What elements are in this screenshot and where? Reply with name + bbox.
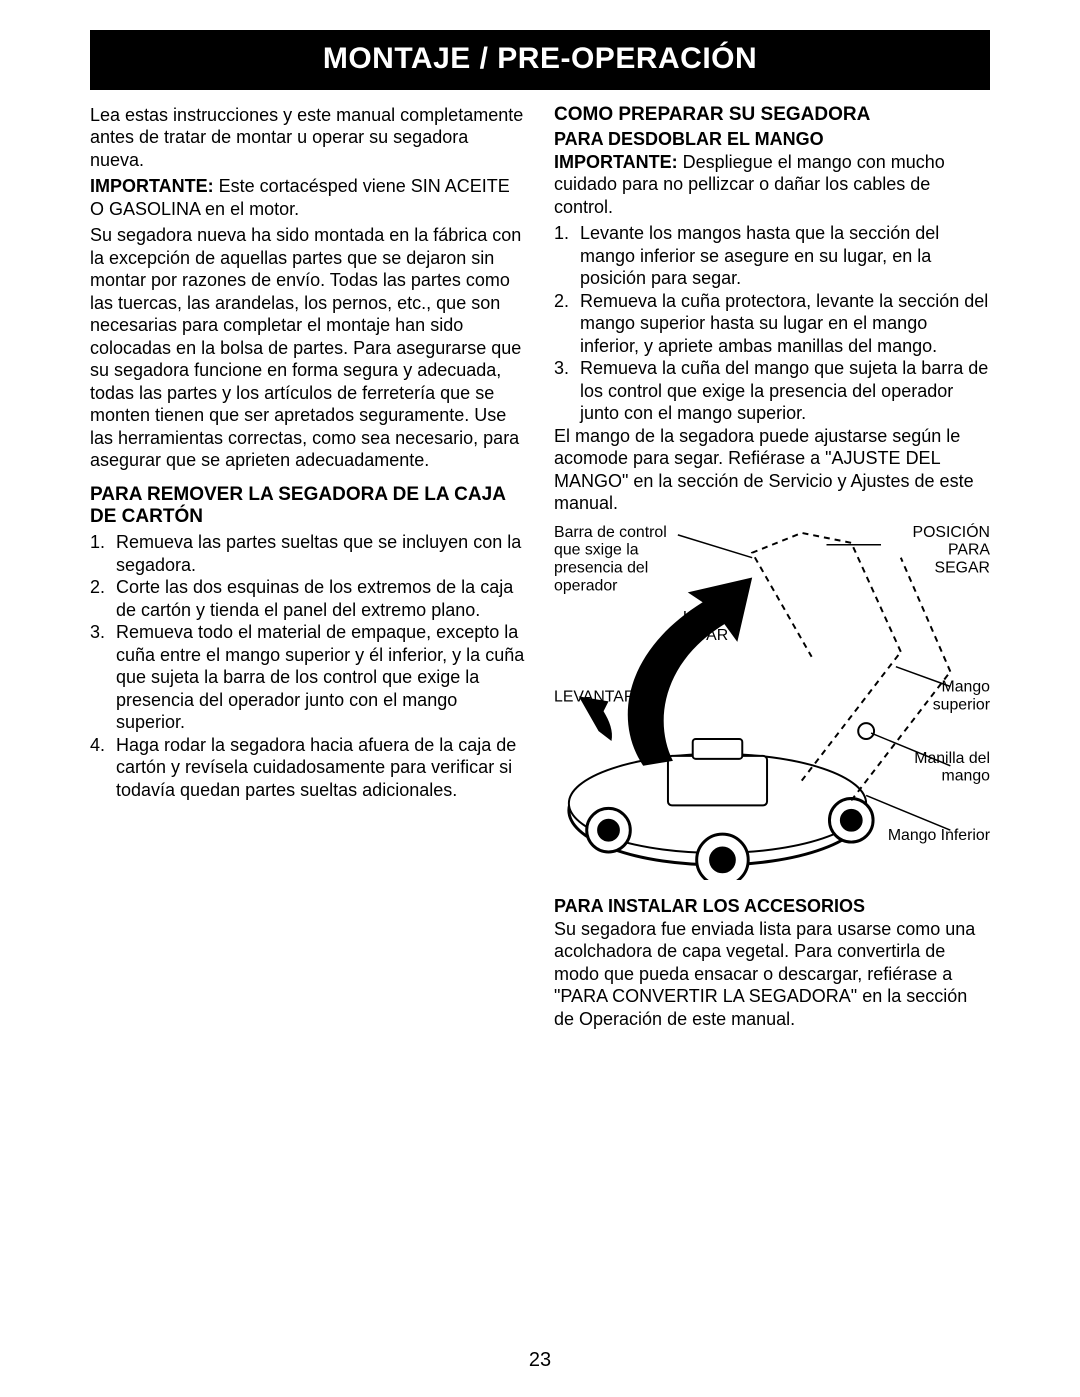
list-number: 3.: [90, 621, 116, 734]
list-text: Remueva las partes sueltas que se incluy…: [116, 531, 526, 576]
importante-paragraph: IMPORTANTE: Este cortacésped viene SIN A…: [90, 175, 526, 220]
list-text: Remueva la cuña del mango que sujeta la …: [580, 357, 990, 425]
list-number: 1.: [90, 531, 116, 576]
importante-paragraph-2: IMPORTANTE: Despliegue el mango con much…: [554, 151, 990, 219]
after-list-paragraph: El mango de la segadora puede ajustarse …: [554, 425, 990, 515]
body-paragraph: Su segadora nueva ha sido montada en la …: [90, 224, 526, 472]
list-item: 2.Corte las dos esquinas de los extremos…: [90, 576, 526, 621]
diagram-label-upper: superior: [933, 696, 990, 713]
left-column: Lea estas instrucciones y este manual co…: [90, 104, 526, 1035]
list-text: Levante los mangos hasta que la sección …: [580, 222, 990, 290]
list-item: 1.Remueva las partes sueltas que se incl…: [90, 531, 526, 576]
list-number: 4.: [90, 734, 116, 802]
page-number: 23: [0, 1348, 1080, 1373]
remove-heading: PARA REMOVER LA SEGADORA DE LA CAJA DE C…: [90, 484, 526, 530]
section-title: MONTAJE / PRE-OPERACIÓN: [323, 42, 757, 75]
list-item: 3.Remueva todo el material de empaque, e…: [90, 621, 526, 734]
section-title-bar: MONTAJE / PRE-OPERACIÓN: [90, 30, 990, 90]
mower-diagram: Barra de control que sxige la presencia …: [554, 523, 990, 885]
install-body: Su segadora fue enviada lista para usars…: [554, 918, 990, 1031]
diagram-label-knob: mango: [942, 767, 990, 784]
diagram-label-levantar-small: LEVANTAR: [554, 688, 635, 705]
list-text: Remueva la cuña protectora, levante la s…: [580, 290, 990, 358]
list-number: 2.: [554, 290, 580, 358]
install-heading: PARA INSTALAR LOS ACCESORIOS: [554, 895, 990, 918]
list-item: 2.Remueva la cuña protectora, levante la…: [554, 290, 990, 358]
list-item: 4.Haga rodar la segadora hacia afuera de…: [90, 734, 526, 802]
diagram-label-pos: SEGAR: [935, 559, 990, 576]
list-number: 1.: [554, 222, 580, 290]
manual-page: MONTAJE / PRE-OPERACIÓN Lea estas instru…: [0, 0, 1080, 1397]
diagram-label-knob: Manilla del: [914, 750, 990, 767]
diagram-label-bar: operador: [554, 577, 618, 594]
list-text: Corte las dos esquinas de los extremos d…: [116, 576, 526, 621]
prepare-heading: COMO PREPARAR SU SEGADORA: [554, 104, 990, 127]
list-text: Remueva todo el material de empaque, exc…: [116, 621, 526, 734]
unfold-heading: PARA DESDOBLAR EL MANGO: [554, 128, 990, 151]
diagram-label-bar: Barra de control: [554, 524, 667, 541]
list-text: Haga rodar la segadora hacia afuera de l…: [116, 734, 526, 802]
mower-diagram-svg: Barra de control que sxige la presencia …: [554, 523, 990, 880]
diagram-label-levantar: TAR: [698, 627, 729, 644]
diagram-label-bar: que sxige la: [554, 542, 639, 559]
two-column-layout: Lea estas instrucciones y este manual co…: [90, 104, 990, 1035]
diagram-label-lower: Mango Inferior: [888, 827, 990, 844]
diagram-label-levantar: LEVAN-: [683, 609, 739, 626]
unfold-list: 1.Levante los mangos hasta que la secció…: [554, 222, 990, 425]
importante-label-2: IMPORTANTE:: [554, 152, 678, 172]
right-column: COMO PREPARAR SU SEGADORA PARA DESDOBLAR…: [554, 104, 990, 1035]
diagram-label-upper: Mango: [942, 678, 990, 695]
list-item: 1.Levante los mangos hasta que la secció…: [554, 222, 990, 290]
remove-list: 1.Remueva las partes sueltas que se incl…: [90, 531, 526, 801]
intro-paragraph: Lea estas instrucciones y este manual co…: [90, 104, 526, 172]
diagram-label-pos: PARA: [948, 542, 990, 559]
list-number: 2.: [90, 576, 116, 621]
list-number: 3.: [554, 357, 580, 425]
importante-label: IMPORTANTE:: [90, 176, 214, 196]
list-item: 3.Remueva la cuña del mango que sujeta l…: [554, 357, 990, 425]
diagram-label-bar: presencia del: [554, 559, 648, 576]
diagram-label-pos: POSICIÓN: [913, 523, 990, 541]
